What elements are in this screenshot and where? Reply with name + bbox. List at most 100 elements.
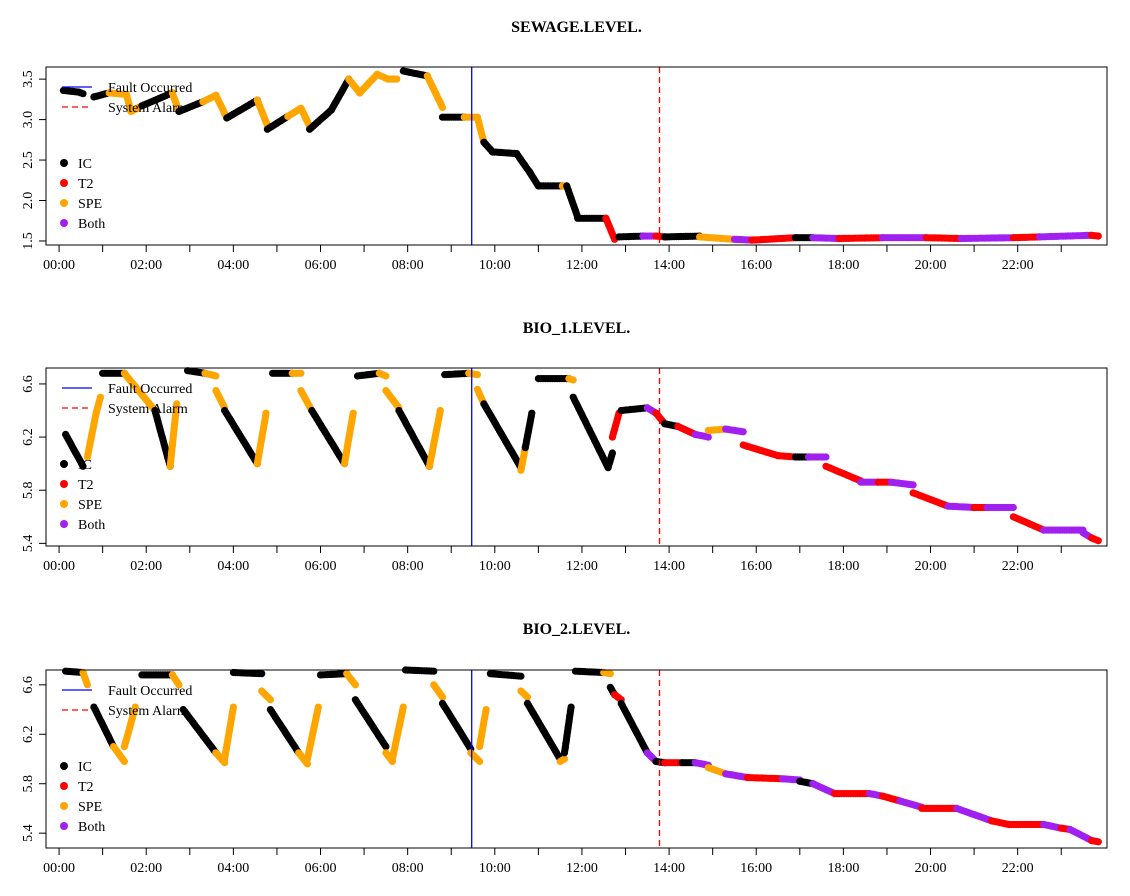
data-point-spe [606, 670, 614, 678]
data-point-spe [96, 393, 105, 401]
legend-label: IC [78, 157, 92, 172]
legend: Fault Occurred System Alarm IC T2 SPE Both [60, 81, 192, 232]
x-tick-label: 18:00 [827, 258, 859, 273]
x-tick-label: 20:00 [915, 559, 947, 574]
x-tick-label: 00:00 [43, 559, 75, 574]
plot-frame [45, 66, 1108, 246]
legend: Fault Occurred System Alarm IC T2 SPE Both [60, 382, 192, 533]
data-point-spe [351, 681, 359, 689]
legend-label: System Alarm [108, 402, 188, 417]
y-tick-label: 2.5 [21, 151, 36, 169]
legend-point-both [60, 520, 68, 528]
data-point-spe [560, 755, 569, 763]
data-point-spe [438, 693, 447, 701]
y-tick-label: 3.0 [21, 111, 36, 129]
chart-title: SEWAGE.LEVEL. [511, 19, 642, 36]
legend-point-t2 [60, 782, 68, 790]
data-point-spe [382, 372, 390, 380]
legend-label: T2 [78, 177, 94, 192]
data-point-spe [569, 376, 577, 384]
x-tick-label: 22:00 [1002, 258, 1034, 273]
data-point-spe [314, 703, 322, 711]
legend-point-ic [60, 762, 68, 770]
data-points [62, 666, 1102, 846]
legend-point-t2 [60, 179, 68, 187]
legend-point-spe [60, 802, 68, 810]
x-tick-label: 10:00 [479, 559, 511, 574]
data-point-ic [382, 743, 390, 751]
plot-frame [45, 669, 1108, 849]
x-tick-label: 12:00 [566, 861, 598, 876]
legend-label: Both [78, 518, 105, 533]
data-point-spe [438, 103, 447, 112]
data-point-spe [523, 693, 532, 701]
x-tick-label: 04:00 [217, 559, 249, 574]
data-point-ic [258, 670, 266, 678]
x-tick-label: 16:00 [740, 559, 772, 574]
x-tick-label: 12:00 [566, 559, 598, 574]
data-point-spe [399, 703, 407, 711]
data-point-spe [436, 406, 444, 415]
data-point-ic [528, 409, 536, 417]
x-tick-label: 00:00 [43, 861, 75, 876]
legend-label: Both [78, 820, 105, 835]
legend-label: SPE [78, 800, 102, 815]
legend-label: T2 [78, 478, 94, 493]
legend-label: System Alarm [108, 704, 188, 719]
data-point-spe [349, 409, 357, 417]
chart-panel-1: SEWAGE.LEVEL. 00:00 02:00 04:00 06:00 08:00 10… [21, 19, 1108, 273]
data-point-ic [567, 703, 575, 711]
y-tick-label: 6.2 [21, 726, 36, 744]
data-point-t2 [1094, 232, 1102, 240]
x-tick-label: 00:00 [43, 258, 75, 273]
data-point-spe [120, 757, 128, 766]
legend-label: SPE [78, 197, 102, 212]
x-tick-label: 14:00 [653, 258, 685, 273]
data-point-t2 [1094, 537, 1102, 545]
chart-panels: SEWAGE.LEVEL. 00:00 02:00 04:00 06:00 08:00 10… [21, 19, 1108, 876]
legend-label: SPE [78, 498, 102, 513]
x-tick-label: 06:00 [305, 258, 337, 273]
data-point-spe [262, 409, 270, 417]
x-tick-label: 22:00 [1002, 559, 1034, 574]
legend-label: System Alarm [108, 101, 188, 116]
data-point-ic [517, 672, 525, 680]
data-points [62, 367, 1102, 545]
legend-label: T2 [78, 780, 94, 795]
legend-point-spe [60, 500, 68, 508]
y-tick-label: 3.5 [21, 70, 36, 88]
x-tick-label: 08:00 [392, 861, 424, 876]
data-point-spe [266, 696, 274, 704]
y-tick-label: 2.0 [21, 192, 36, 210]
x-tick-label: 16:00 [740, 861, 772, 876]
x-tick-label: 10:00 [479, 861, 511, 876]
data-point-spe [473, 371, 481, 379]
legend-label: IC [78, 760, 92, 775]
data-point-both [704, 433, 712, 441]
x-tick-label: 02:00 [130, 861, 162, 876]
legend: Fault Occurred System Alarm IC T2 SPE Both [60, 684, 192, 835]
data-point-spe [83, 681, 91, 689]
x-tick-label: 14:00 [653, 861, 685, 876]
legend-label: IC [78, 458, 92, 473]
x-tick-label: 14:00 [653, 559, 685, 574]
data-points [59, 67, 1102, 244]
x-tick-label: 18:00 [827, 861, 859, 876]
y-tick-label: 6.6 [21, 676, 36, 694]
data-point-spe [297, 369, 305, 377]
legend-point-spe [60, 199, 68, 207]
y-tick-label: 5.4 [21, 824, 36, 842]
legend-label: Fault Occurred [108, 382, 192, 397]
x-tick-label: 20:00 [915, 258, 947, 273]
chart-title: BIO_2.LEVEL. [523, 621, 631, 638]
x-tick-label: 08:00 [392, 559, 424, 574]
x-tick-label: 18:00 [827, 559, 859, 574]
x-tick-label: 12:00 [566, 258, 598, 273]
data-point-spe [476, 757, 484, 766]
plot-frame [45, 367, 1108, 547]
x-tick-label: 04:00 [217, 861, 249, 876]
x-tick-label: 02:00 [130, 559, 162, 574]
x-tick-label: 10:00 [479, 258, 511, 273]
data-point-both [822, 453, 830, 461]
data-point-spe [212, 372, 220, 380]
